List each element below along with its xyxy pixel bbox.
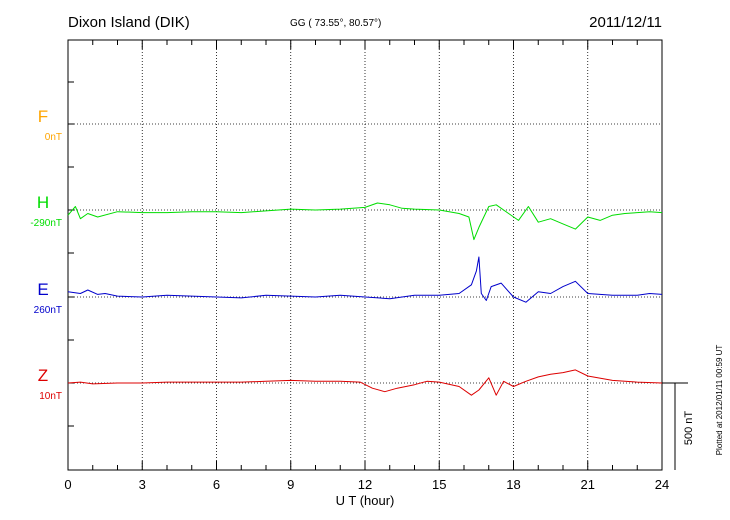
plot-frame <box>67 39 663 471</box>
component-name: E <box>37 280 48 299</box>
station-title: Dixon Island (DIK) <box>68 14 190 31</box>
x-tick-label: 3 <box>139 477 146 492</box>
series-z-line <box>67 369 663 396</box>
component-name: H <box>37 193 49 212</box>
component-offset: 260nT <box>34 305 62 316</box>
series-e-line <box>67 256 663 303</box>
x-tick-label: 12 <box>358 477 372 492</box>
date-label: 2011/12/11 <box>589 14 662 31</box>
x-axis-label: U T (hour) <box>336 493 395 508</box>
component-offset: 0nT <box>45 132 62 143</box>
component-name: Z <box>38 366 48 385</box>
x-tick-label: 0 <box>64 477 71 492</box>
component-labels: F 0nT H -290nT E 260nT Z 10nT <box>30 107 62 402</box>
x-tick-label: 9 <box>287 477 294 492</box>
coords-label: GG ( 73.55°, 80.57°) <box>290 18 381 29</box>
x-tick-label: 24 <box>655 477 669 492</box>
series-h-line <box>67 202 663 241</box>
grid-lines <box>68 40 662 470</box>
x-ticks: 0 3 6 9 12 15 18 21 24 <box>64 40 669 492</box>
x-tick-label: 18 <box>506 477 520 492</box>
scale-bar-label: 500 nT <box>683 411 695 446</box>
component-name: F <box>38 107 48 126</box>
x-tick-label: 21 <box>581 477 595 492</box>
x-tick-label: 6 <box>213 477 220 492</box>
component-offset: -290nT <box>30 218 62 229</box>
component-offset: 10nT <box>39 391 62 402</box>
plotted-note: Plotted at 2012/01/11 00:59 UT <box>715 345 724 456</box>
series-lines <box>67 202 663 396</box>
x-tick-label: 15 <box>432 477 446 492</box>
